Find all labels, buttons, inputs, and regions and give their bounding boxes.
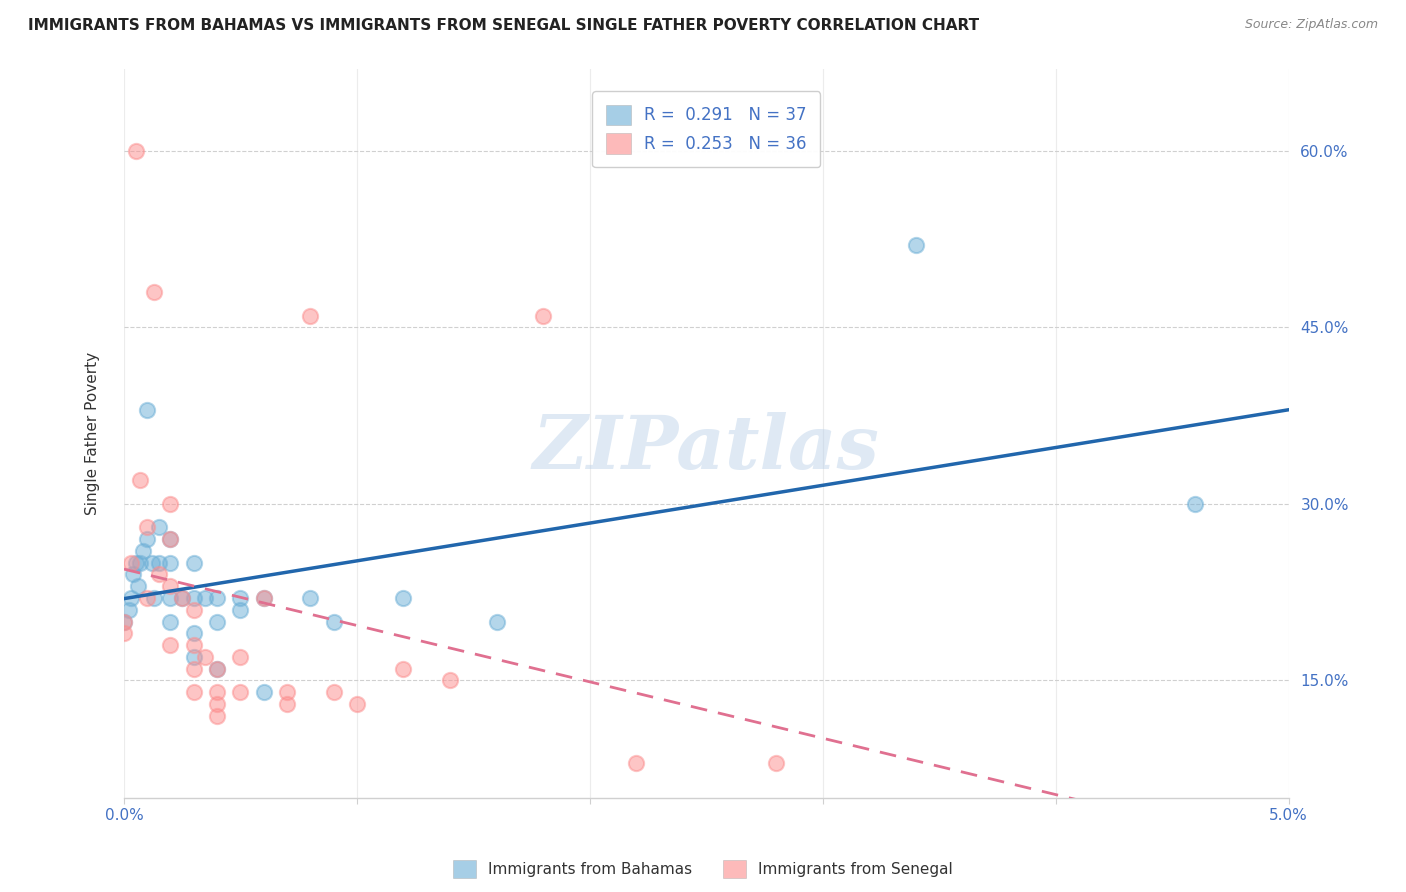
Point bbox=[205, 662, 228, 676]
Legend: R =  0.291   N = 37, R =  0.253   N = 36: R = 0.291 N = 37, R = 0.253 N = 36 bbox=[592, 92, 820, 167]
Point bbox=[322, 615, 344, 629]
Point bbox=[136, 520, 159, 534]
Point bbox=[183, 603, 205, 617]
Point bbox=[159, 591, 181, 605]
Text: ZIPatlas: ZIPatlas bbox=[533, 411, 880, 484]
Point bbox=[136, 402, 159, 417]
Point bbox=[205, 615, 228, 629]
Point bbox=[112, 615, 135, 629]
Point bbox=[143, 591, 166, 605]
Point bbox=[172, 591, 194, 605]
Point bbox=[183, 591, 205, 605]
Point bbox=[205, 697, 228, 711]
Point bbox=[346, 697, 368, 711]
Text: IMMIGRANTS FROM BAHAMAS VS IMMIGRANTS FROM SENEGAL SINGLE FATHER POVERTY CORRELA: IMMIGRANTS FROM BAHAMAS VS IMMIGRANTS FR… bbox=[28, 18, 979, 33]
Text: Source: ZipAtlas.com: Source: ZipAtlas.com bbox=[1244, 18, 1378, 31]
Point bbox=[392, 662, 415, 676]
Point bbox=[120, 591, 142, 605]
Point bbox=[1184, 497, 1206, 511]
Point bbox=[117, 603, 139, 617]
Point bbox=[143, 285, 166, 299]
Point bbox=[253, 591, 276, 605]
Point bbox=[253, 685, 276, 699]
Point bbox=[765, 756, 787, 770]
Point bbox=[183, 662, 205, 676]
Point bbox=[136, 591, 159, 605]
Point bbox=[183, 638, 205, 652]
Point bbox=[183, 556, 205, 570]
Point bbox=[127, 579, 149, 593]
Point bbox=[229, 685, 252, 699]
Point bbox=[322, 685, 344, 699]
Point bbox=[136, 532, 159, 546]
Point bbox=[229, 649, 252, 664]
Point bbox=[129, 556, 152, 570]
Point bbox=[120, 556, 142, 570]
Point bbox=[159, 497, 181, 511]
Point bbox=[124, 144, 146, 158]
Point bbox=[626, 756, 648, 770]
Point bbox=[148, 567, 170, 582]
Point bbox=[485, 615, 508, 629]
Point bbox=[183, 649, 205, 664]
Point bbox=[253, 591, 276, 605]
Point bbox=[131, 544, 153, 558]
Point bbox=[299, 591, 322, 605]
Point bbox=[129, 474, 152, 488]
Point bbox=[183, 685, 205, 699]
Point bbox=[141, 556, 163, 570]
Legend: Immigrants from Bahamas, Immigrants from Senegal: Immigrants from Bahamas, Immigrants from… bbox=[447, 854, 959, 884]
Point bbox=[148, 556, 170, 570]
Point bbox=[159, 532, 181, 546]
Point bbox=[392, 591, 415, 605]
Point bbox=[205, 708, 228, 723]
Point bbox=[194, 649, 217, 664]
Point bbox=[183, 626, 205, 640]
Point bbox=[112, 626, 135, 640]
Point bbox=[276, 685, 298, 699]
Point bbox=[439, 673, 461, 688]
Point bbox=[159, 615, 181, 629]
Point bbox=[148, 520, 170, 534]
Point bbox=[159, 556, 181, 570]
Point bbox=[159, 638, 181, 652]
Point bbox=[904, 238, 927, 252]
Point bbox=[229, 591, 252, 605]
Point bbox=[205, 591, 228, 605]
Point bbox=[194, 591, 217, 605]
Point bbox=[172, 591, 194, 605]
Point bbox=[205, 662, 228, 676]
Point bbox=[229, 603, 252, 617]
Y-axis label: Single Father Poverty: Single Father Poverty bbox=[86, 351, 100, 515]
Point bbox=[205, 685, 228, 699]
Point bbox=[159, 532, 181, 546]
Point bbox=[112, 615, 135, 629]
Point bbox=[299, 309, 322, 323]
Point bbox=[531, 309, 554, 323]
Point bbox=[124, 556, 146, 570]
Point bbox=[122, 567, 145, 582]
Point bbox=[159, 579, 181, 593]
Point bbox=[276, 697, 298, 711]
